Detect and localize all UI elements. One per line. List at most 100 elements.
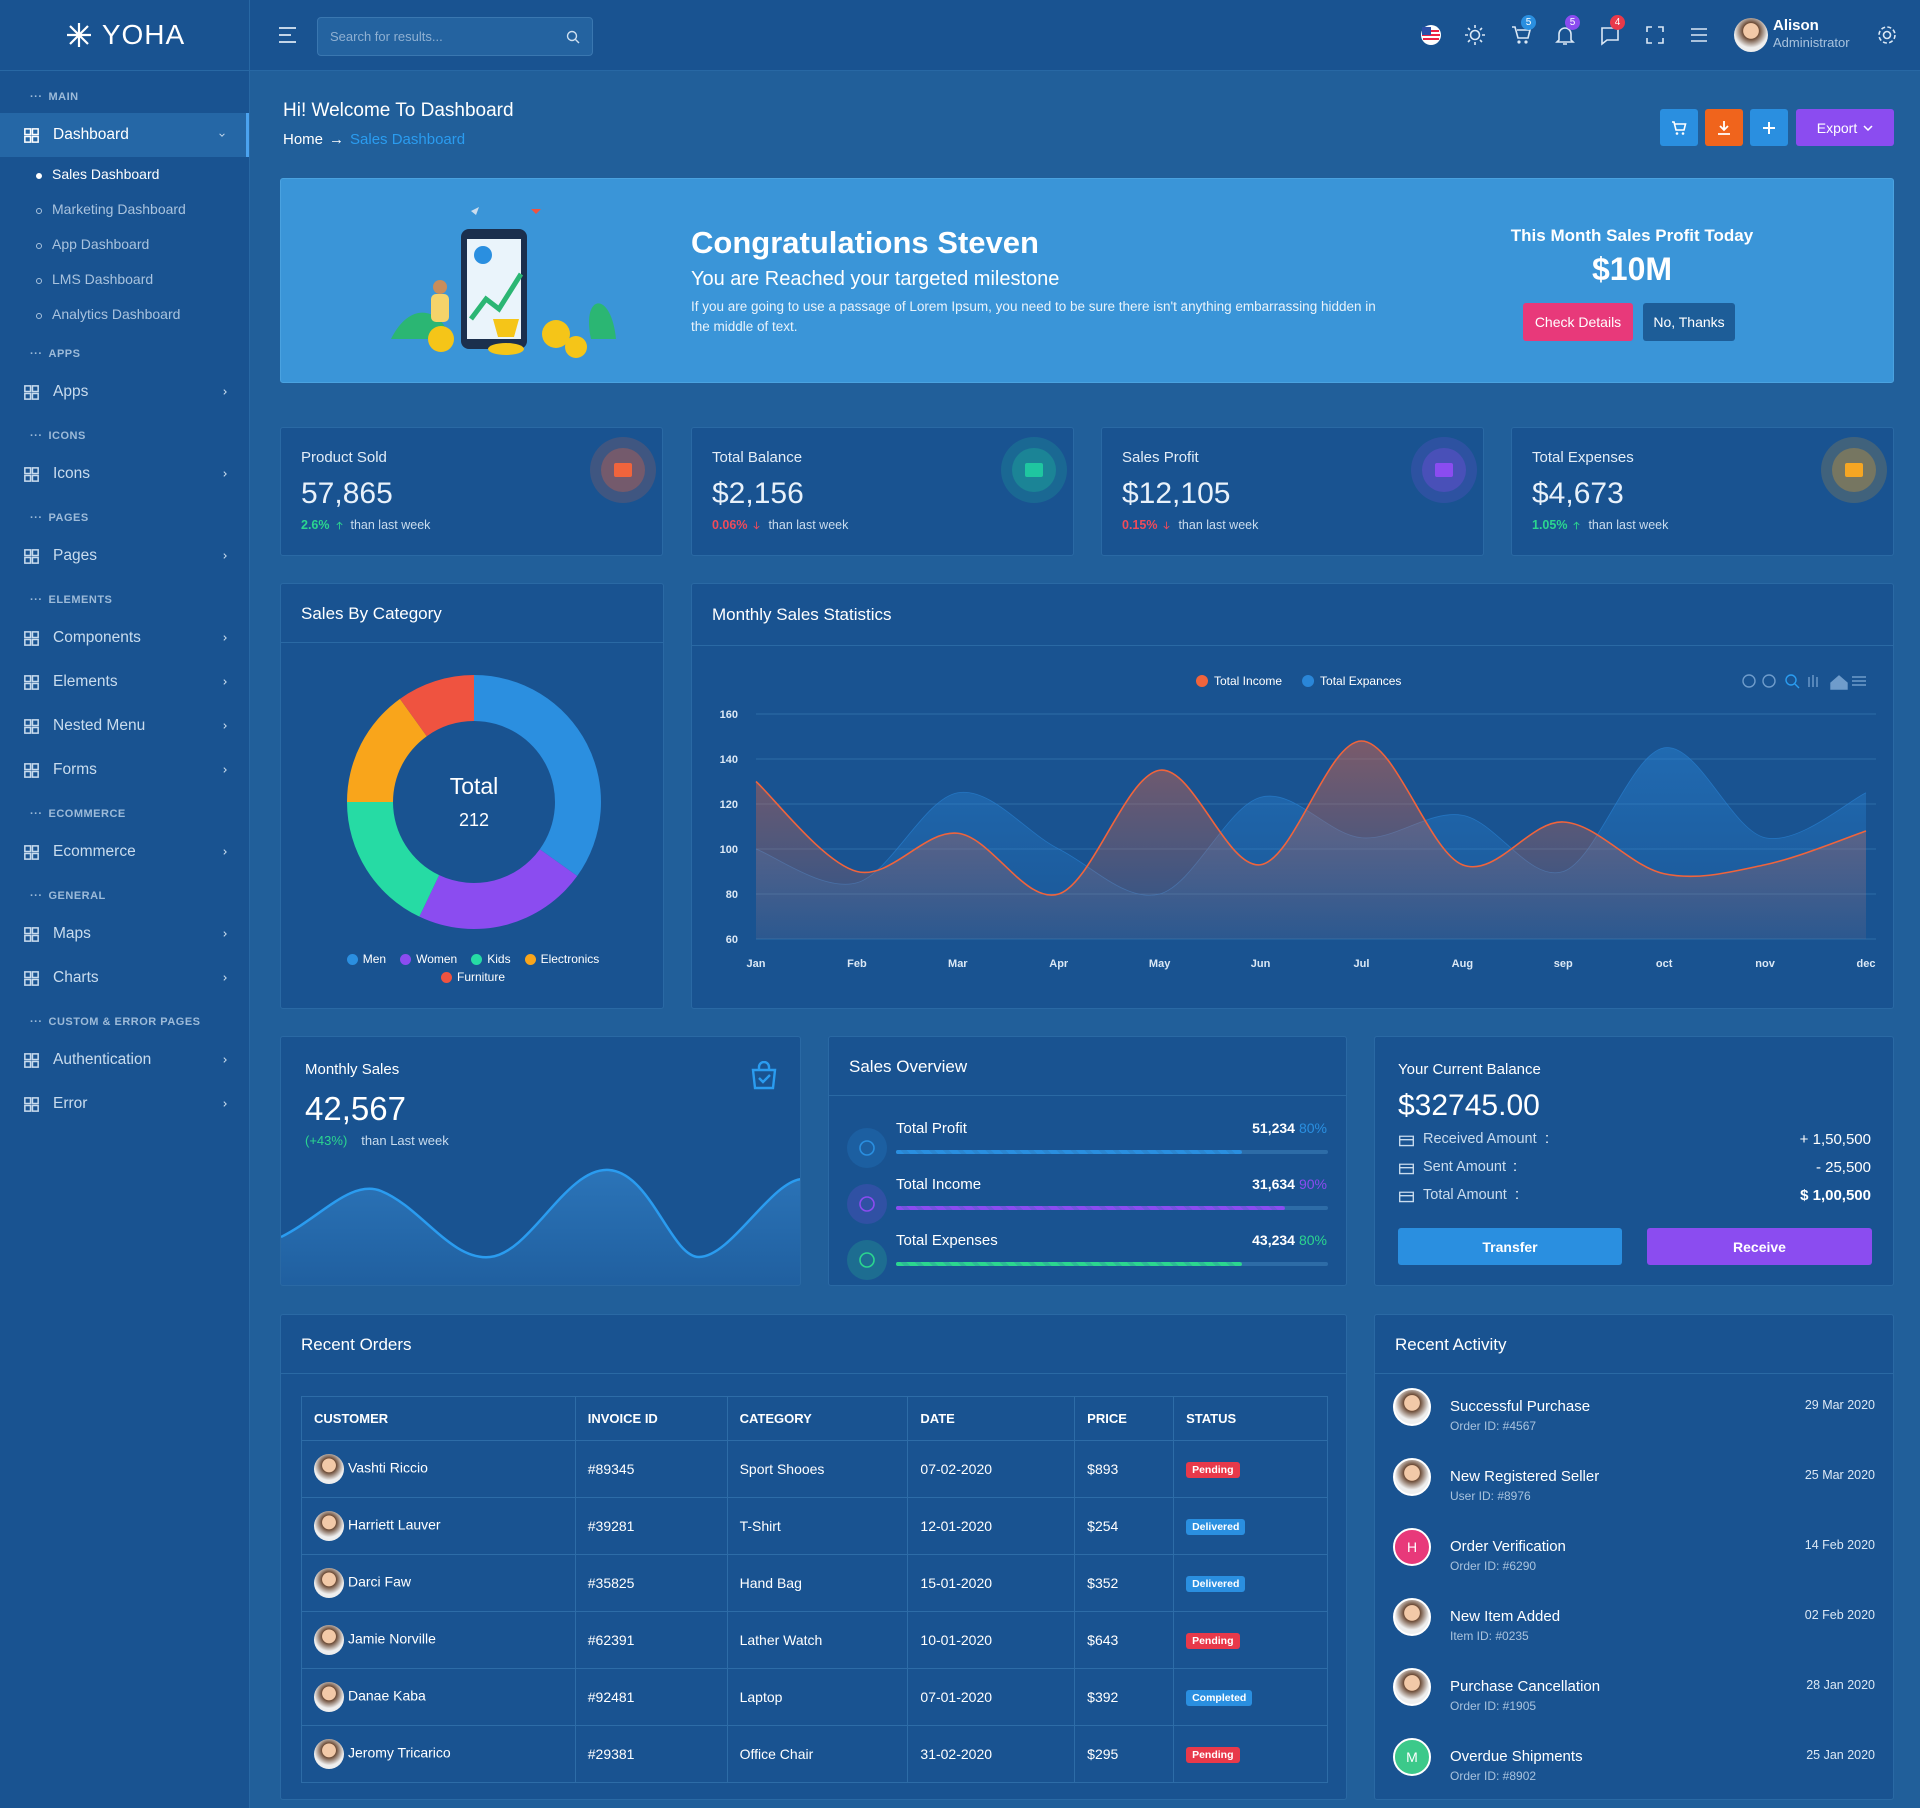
nav-item[interactable]: Charts — [0, 956, 249, 1000]
no-thanks-button[interactable]: No, Thanks — [1643, 303, 1735, 341]
user-name: Alison — [1773, 17, 1819, 34]
add-icon — [1763, 121, 1775, 134]
search-icon — [566, 30, 580, 44]
nav-item[interactable]: Apps — [0, 370, 249, 414]
cell-text: T-Shirt — [739, 1518, 781, 1534]
icon — [223, 679, 227, 685]
legend-item: Furniture — [440, 970, 505, 984]
sales-by-category-card: Sales By Category Total 212 Men Women Kids E… — [280, 583, 664, 1009]
progress-track — [896, 1150, 1328, 1154]
table-cell: 07-02-2020 — [907, 1440, 1076, 1498]
activity-date: 02 Feb 2020 — [1804, 1608, 1875, 1622]
cart-action[interactable] — [1660, 109, 1698, 146]
nav-subitem[interactable]: LMS Dashboard — [0, 262, 249, 297]
table-row[interactable]: Vashti Riccio #89345 Sport Shooes 07-02-202… — [301, 1440, 1328, 1498]
logo[interactable]: YOHA — [0, 0, 249, 71]
download-action[interactable] — [1705, 109, 1743, 146]
nav-item[interactable]: Forms — [0, 748, 249, 792]
nav-subitem[interactable]: App Dashboard — [0, 227, 249, 262]
logo-icon — [66, 23, 91, 47]
settings-icon[interactable] — [1876, 24, 1898, 46]
progress-track — [896, 1206, 1328, 1210]
nav-item[interactable]: Authentication — [0, 1038, 249, 1082]
nav-item[interactable]: Elements — [0, 660, 249, 704]
legend-swatch — [1302, 675, 1315, 687]
stat-card: Product Sold 57,865 2.6% than last week — [280, 427, 663, 556]
chart-toolbar[interactable] — [1742, 674, 1866, 690]
icon — [223, 553, 227, 559]
transfer-button[interactable]: Transfer — [1398, 1228, 1622, 1265]
stat-change: 2.6% than last week — [301, 518, 430, 532]
table-row[interactable]: Jeromy Tricarico #29381 Office Chair 31-02-… — [301, 1725, 1328, 1783]
nav-subitem[interactable]: Analytics Dashboard — [0, 297, 249, 332]
avatar-initial: M — [1406, 1749, 1418, 1765]
table-cell: Harriett Lauver — [301, 1497, 576, 1555]
receive-button[interactable]: Receive — [1647, 1228, 1872, 1265]
icon — [24, 970, 39, 986]
sidebar: YOHA MAIN Dashboard Sales DashboardMarketi… — [0, 0, 250, 1808]
table-cell: $254 — [1074, 1497, 1175, 1555]
menu-toggle[interactable] — [278, 26, 298, 44]
icon-shape — [223, 931, 227, 937]
add-action[interactable] — [1750, 109, 1788, 146]
table-row[interactable]: Harriett Lauver #39281 T-Shirt 12-01-2020 $2… — [301, 1497, 1328, 1555]
activity-detail: User ID: #8976 — [1450, 1489, 1531, 1503]
activity-avatar — [1393, 1458, 1431, 1496]
nav-subitem[interactable]: Sales Dashboard — [0, 157, 249, 192]
table-row[interactable]: Jamie Norville #62391 Lather Watch 10-01-20… — [301, 1611, 1328, 1669]
stat-change: 0.06% than last week — [712, 518, 848, 532]
cell-text: Danae Kaba — [348, 1687, 426, 1704]
legend-item: Women — [400, 952, 457, 966]
breadcrumb-home[interactable]: Home — [283, 131, 324, 148]
banner-title: Congratulations Steven — [691, 225, 1039, 260]
nav-item[interactable]: Maps — [0, 912, 249, 956]
legend-label: Kids — [487, 952, 511, 966]
cell-text: 10-01-2020 — [920, 1632, 993, 1648]
user-avatar[interactable] — [1734, 18, 1768, 52]
bag-icon — [751, 1061, 777, 1090]
icon-shape — [1163, 521, 1171, 529]
nav-item[interactable]: Ecommerce — [0, 830, 249, 874]
table-row[interactable]: Danae Kaba #92481 Laptop 07-01-2020 $392 Comp… — [301, 1668, 1328, 1726]
column-header: DATE — [907, 1396, 1076, 1441]
balance-separator: : — [1513, 1159, 1518, 1175]
cell-text: Harriett Lauver — [348, 1516, 441, 1533]
customer-avatar — [314, 1568, 344, 1598]
fullscreen-icon[interactable] — [1644, 24, 1666, 46]
card-title: Recent Orders — [281, 1315, 1346, 1374]
cell-text: #92481 — [587, 1689, 635, 1705]
check-details-button[interactable]: Check Details — [1523, 303, 1633, 341]
nav-item[interactable]: Components — [0, 616, 249, 660]
nav-subitem[interactable]: Marketing Dashboard — [0, 192, 249, 227]
flag-icon[interactable] — [1420, 24, 1442, 46]
nav-item[interactable]: Pages — [0, 534, 249, 578]
recent-activity-card: Recent Activity Successful Purchase Order… — [1374, 1314, 1894, 1800]
monthly-sales-statistics-card: Monthly Sales Statistics 60 80 100 120 140 16… — [691, 583, 1894, 1009]
icon — [24, 1052, 39, 1068]
cell-text: #29381 — [587, 1746, 635, 1762]
notification-button[interactable]: 5 — [1554, 15, 1580, 51]
theme-icon[interactable] — [1464, 24, 1486, 46]
search-box[interactable]: Search for results... — [317, 17, 593, 56]
nav-label: Apps — [53, 383, 89, 400]
icon-shape — [24, 384, 39, 400]
balance-label: Sent Amount — [1423, 1159, 1507, 1175]
nav-item[interactable]: Nested Menu — [0, 704, 249, 748]
donut-slice — [347, 698, 427, 802]
activity-avatar: H — [1393, 1528, 1431, 1566]
menu-icon[interactable] — [1688, 24, 1710, 46]
cell-text: 07-01-2020 — [920, 1689, 993, 1705]
export-button[interactable]: Export — [1796, 109, 1894, 146]
x-tick-label: Feb — [847, 958, 867, 970]
nav-label: Components — [53, 629, 141, 646]
nav-item[interactable]: Error — [0, 1082, 249, 1126]
message-button[interactable]: 4 — [1599, 15, 1625, 51]
nav-item[interactable]: Icons — [0, 452, 249, 496]
cell-text: Lather Watch — [739, 1632, 823, 1648]
change-value: 2.6% — [301, 518, 330, 532]
table-row[interactable]: Darci Faw #35825 Hand Bag 15-01-2020 $352 Del… — [301, 1554, 1328, 1612]
nav-item[interactable]: Dashboard — [0, 113, 249, 157]
cell-text: $643 — [1087, 1632, 1119, 1648]
cell-text: #35825 — [587, 1575, 635, 1591]
cart-button[interactable]: 5 — [1510, 15, 1536, 51]
